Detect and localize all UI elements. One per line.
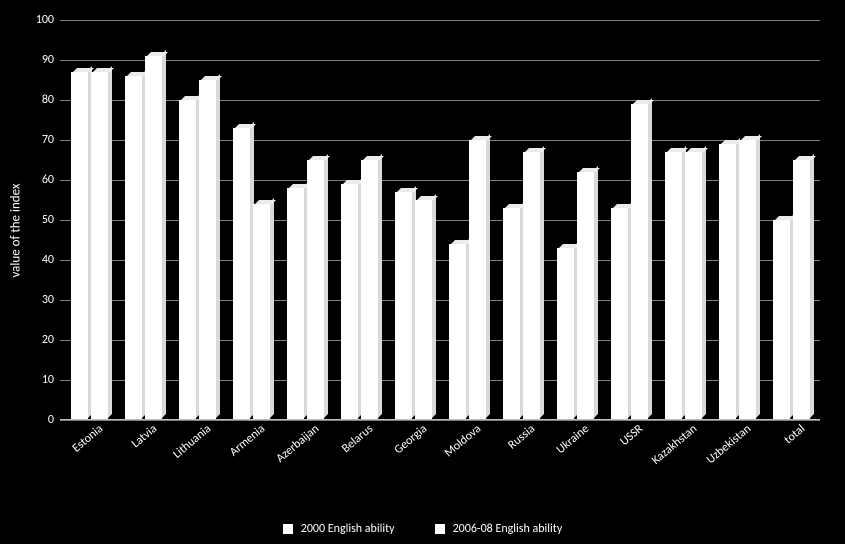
bar	[125, 76, 142, 420]
bar	[665, 152, 682, 420]
legend-swatch-icon	[283, 524, 293, 534]
x-tick-label: Estonia	[70, 422, 106, 456]
x-tick-label: USSR	[618, 422, 646, 449]
x-tick-label: Armenia	[227, 422, 268, 459]
gridline	[60, 420, 820, 421]
legend-item-series-2: 2006-08 English ability	[435, 522, 563, 536]
bar	[91, 72, 108, 420]
bar	[361, 160, 378, 420]
y-axis-label-text: value of the index	[9, 183, 24, 277]
y-tick-label: 0	[48, 413, 54, 427]
plot-area: 0102030405060708090100	[60, 20, 820, 420]
legend-item-series-1: 2000 English ability	[283, 522, 395, 536]
y-tick-label: 10	[42, 373, 54, 387]
x-tick-label: Azerbaijan	[274, 422, 322, 466]
bar	[773, 220, 790, 420]
y-tick-label: 50	[42, 213, 54, 227]
bar	[793, 160, 810, 420]
x-tick-label: Uzbekistan	[704, 422, 754, 467]
y-tick-label: 30	[42, 293, 54, 307]
y-axis-label: value of the index	[6, 0, 26, 460]
x-tick-label: Belarus	[339, 422, 376, 456]
bar	[503, 208, 520, 420]
bar	[557, 248, 574, 420]
y-tick-label: 60	[42, 173, 54, 187]
x-tick-label: Ukraine	[554, 422, 592, 457]
y-tick-label: 70	[42, 133, 54, 147]
bar	[307, 160, 324, 420]
x-tick-label: total	[782, 422, 808, 447]
x-tick-label: Georgia	[392, 422, 430, 457]
bar	[469, 140, 486, 420]
bar	[415, 200, 432, 420]
bar	[199, 80, 216, 420]
bar	[577, 172, 594, 420]
x-tick-label: Kazakhstan	[649, 422, 700, 468]
bar	[341, 184, 358, 420]
legend-label: 2006-08 English ability	[453, 522, 563, 536]
y-tick-label: 80	[42, 93, 54, 107]
bar	[395, 192, 412, 420]
bar	[631, 104, 648, 420]
x-tick-label: Moldova	[442, 422, 484, 460]
legend-swatch-icon	[435, 524, 445, 534]
y-tick-label: 100	[36, 13, 54, 27]
bar	[739, 140, 756, 420]
bar	[449, 244, 466, 420]
bar	[611, 208, 628, 420]
bar	[71, 72, 88, 420]
bar	[253, 204, 270, 420]
bar	[179, 100, 196, 420]
y-tick-label: 90	[42, 53, 54, 67]
x-tick-label: Latvia	[129, 422, 160, 451]
x-tick-label: Lithuania	[171, 422, 214, 462]
bar	[685, 152, 702, 420]
x-axis-labels: Estonia Latvia Lithuania ArmeniaAzerbaijan B…	[60, 422, 820, 492]
x-axis-baseline	[60, 419, 820, 420]
bar	[719, 144, 736, 420]
y-tick-label: 40	[42, 253, 54, 267]
legend: 2000 English ability 2006-08 English abi…	[0, 522, 845, 536]
bar-layer	[60, 20, 820, 420]
bar	[233, 128, 250, 420]
x-tick-label: Russia	[505, 422, 538, 452]
bar	[145, 56, 162, 420]
y-tick-label: 20	[42, 333, 54, 347]
bar	[287, 188, 304, 420]
bar	[523, 152, 540, 420]
legend-label: 2000 English ability	[301, 522, 395, 536]
